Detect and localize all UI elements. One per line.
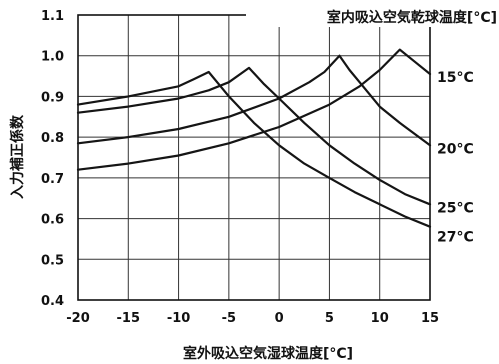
series-line-15c [76, 48, 432, 171]
series-label-25c: 25°C [437, 200, 474, 216]
series-group [76, 48, 432, 228]
series-label-20c: 20°C [437, 141, 474, 157]
y-tick-label: 0.7 [41, 172, 64, 187]
y-tick-label: 0.6 [41, 213, 64, 228]
legend-title: 室内吸込空気乾球温度[°C] [327, 9, 497, 26]
x-tick-label: -5 [222, 311, 236, 326]
x-tick-label: 0 [275, 311, 284, 326]
y-tick-label: 0.8 [41, 131, 64, 146]
x-tick-labels: -20 -15 -10 -5 0 5 10 15 [66, 311, 439, 326]
series-labels: 15°C 20°C 25°C 27°C [437, 70, 474, 246]
x-tick-label: -20 [66, 311, 90, 326]
x-tick-label: 10 [371, 311, 389, 326]
y-tick-label: 0.5 [41, 253, 64, 268]
y-tick-label: 0.4 [41, 294, 64, 309]
series-label-27c: 27°C [437, 230, 474, 246]
x-tick-label: -10 [167, 311, 191, 326]
legend-title-background [246, 4, 499, 27]
series-line-20c [76, 54, 432, 147]
x-tick-label: 15 [421, 311, 439, 326]
series-line-25c [76, 66, 432, 206]
y-axis-label: 入力補正係数 [9, 114, 26, 199]
y-tick-label: 1.1 [41, 9, 64, 24]
y-tick-label: 0.9 [41, 90, 64, 105]
series-line-27c [76, 70, 432, 228]
x-tick-label: -15 [117, 311, 141, 326]
x-axis-label: 室外吸込空気湿球温度[°C] [183, 345, 353, 362]
y-tick-labels: 0.4 0.5 0.6 0.7 0.8 0.9 1.0 1.1 [41, 9, 64, 309]
y-tick-label: 1.0 [41, 50, 64, 65]
grid [78, 15, 430, 300]
series-label-15c: 15°C [437, 70, 474, 86]
x-tick-label: 5 [325, 311, 334, 326]
